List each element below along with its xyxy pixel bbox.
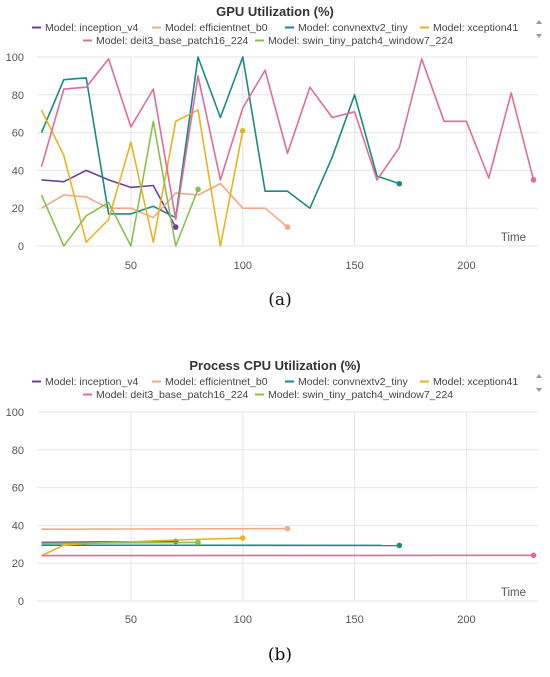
chart-title: Process CPU Utilization (%) bbox=[189, 358, 360, 373]
legend-item[interactable]: Model: deit3_base_patch16_224 bbox=[83, 35, 249, 47]
series-end-point bbox=[195, 540, 201, 546]
series-end-point bbox=[173, 224, 179, 230]
x-axis-title: Time bbox=[501, 587, 526, 599]
y-tick-label: 40 bbox=[12, 520, 24, 532]
x-tick-label: 200 bbox=[457, 260, 475, 272]
legend: Model: inception_v4 Model: efficientnet_b… bbox=[32, 22, 518, 47]
legend-scroll[interactable] bbox=[536, 20, 542, 38]
series-end-point bbox=[397, 543, 403, 549]
legend-item[interactable]: Model: swin_tiny_patch4_window7_224 bbox=[255, 35, 453, 47]
legend-label: Model: xception41 bbox=[433, 22, 518, 34]
series-end-point bbox=[285, 224, 291, 230]
series-line bbox=[42, 542, 199, 543]
legend-item[interactable]: Model: deit3_base_patch16_224 bbox=[83, 389, 249, 401]
y-tick-label: 0 bbox=[18, 241, 24, 253]
legend-label: Model: convnextv2_tiny bbox=[298, 376, 408, 388]
y-tick-label: 80 bbox=[12, 90, 24, 102]
series-efficientnet-b0 bbox=[42, 526, 291, 532]
legend-label: Model: xception41 bbox=[433, 376, 518, 388]
chevron-up-icon[interactable] bbox=[536, 20, 542, 24]
legend-label: Model: inception_v4 bbox=[45, 376, 139, 388]
figure-caption: (a) bbox=[268, 290, 291, 310]
legend-item[interactable]: Model: swin_tiny_patch4_window7_224 bbox=[255, 389, 453, 401]
y-tick-label: 0 bbox=[18, 596, 24, 608]
series-end-point bbox=[531, 552, 537, 558]
y-tick-label: 40 bbox=[12, 165, 24, 177]
chevron-up-icon[interactable] bbox=[536, 374, 542, 378]
y-tick-label: 100 bbox=[6, 52, 24, 64]
legend-item[interactable]: Model: inception_v4 bbox=[32, 22, 139, 34]
chart-2: Process CPU Utilization (%) Model: incept… bbox=[6, 358, 542, 626]
series-end-point bbox=[531, 177, 537, 183]
y-tick-label: 20 bbox=[12, 203, 24, 215]
legend-item[interactable]: Model: convnextv2_tiny bbox=[285, 22, 408, 34]
series-deit3-base-patch16-224 bbox=[42, 552, 537, 558]
y-tick-label: 20 bbox=[12, 558, 24, 570]
legend-label: Model: swin_tiny_patch4_window7_224 bbox=[268, 389, 453, 401]
x-tick-label: 150 bbox=[345, 260, 363, 272]
series-end-point bbox=[397, 181, 403, 187]
series-line bbox=[42, 184, 288, 228]
legend-item[interactable]: Model: convnextv2_tiny bbox=[285, 376, 408, 388]
legend-item[interactable]: Model: xception41 bbox=[420, 22, 518, 34]
series-end-point bbox=[195, 187, 201, 193]
legend-item[interactable]: Model: efficientnet_b0 bbox=[152, 22, 268, 34]
figure-caption: (b) bbox=[268, 645, 292, 665]
x-tick-label: 100 bbox=[234, 260, 252, 272]
series-line bbox=[42, 57, 400, 218]
y-tick-label: 100 bbox=[6, 407, 24, 419]
x-tick-label: 50 bbox=[125, 260, 137, 272]
x-tick-label: 200 bbox=[457, 614, 475, 626]
x-axis-title: Time bbox=[501, 232, 526, 244]
legend-label: Model: swin_tiny_patch4_window7_224 bbox=[268, 35, 453, 47]
legend-label: Model: inception_v4 bbox=[45, 22, 139, 34]
series-line bbox=[42, 529, 288, 530]
legend-item[interactable]: Model: inception_v4 bbox=[32, 376, 139, 388]
x-tick-label: 100 bbox=[234, 614, 252, 626]
legend-label: Model: convnextv2_tiny bbox=[298, 22, 408, 34]
series-end-point bbox=[240, 128, 246, 134]
x-tick-label: 50 bbox=[125, 614, 137, 626]
chevron-down-icon[interactable] bbox=[536, 388, 542, 392]
legend-label: Model: efficientnet_b0 bbox=[165, 22, 268, 34]
series-convnextv2-tiny bbox=[42, 57, 403, 218]
legend-label: Model: deit3_base_patch16_224 bbox=[96, 389, 249, 401]
chart-title: GPU Utilization (%) bbox=[216, 4, 334, 19]
series-end-point bbox=[285, 526, 291, 532]
legend: Model: inception_v4 Model: efficientnet_b… bbox=[32, 376, 518, 401]
y-tick-label: 60 bbox=[12, 128, 24, 140]
series-end-point bbox=[240, 535, 246, 541]
legend-label: Model: efficientnet_b0 bbox=[165, 376, 268, 388]
legend-label: Model: deit3_base_patch16_224 bbox=[96, 35, 249, 47]
y-tick-label: 80 bbox=[12, 445, 24, 457]
legend-item[interactable]: Model: xception41 bbox=[420, 376, 518, 388]
x-tick-label: 150 bbox=[345, 614, 363, 626]
series-line bbox=[42, 538, 243, 556]
chevron-down-icon[interactable] bbox=[536, 34, 542, 38]
legend-scroll[interactable] bbox=[536, 374, 542, 392]
y-tick-label: 60 bbox=[12, 483, 24, 495]
legend-item[interactable]: Model: efficientnet_b0 bbox=[152, 376, 268, 388]
